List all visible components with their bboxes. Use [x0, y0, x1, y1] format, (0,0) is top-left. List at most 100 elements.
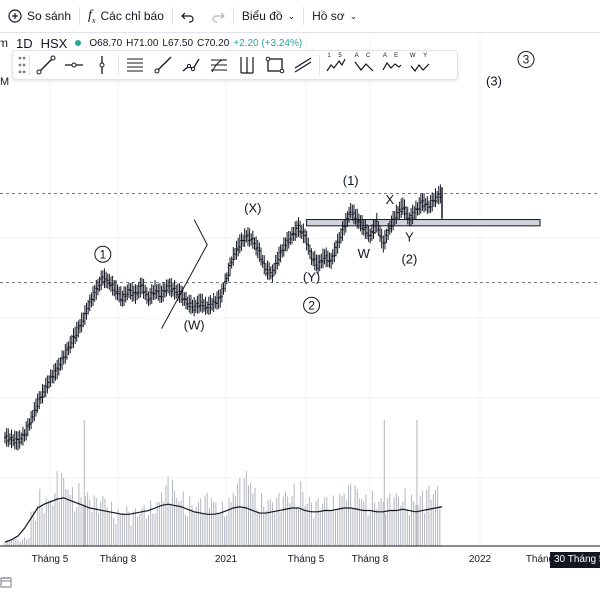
wave-label: 2 [308, 298, 315, 312]
time-axis-label: Tháng [526, 554, 554, 565]
wave-label-circle [94, 245, 112, 263]
horizontal-ray-tool[interactable] [60, 52, 88, 78]
high-value: H71.00 [126, 37, 159, 49]
elliott-labels: 1 (W) (X) (Y) 2 (1) W X Y (2) (3) 3 [94, 51, 535, 333]
interval-label[interactable]: 1D [16, 35, 33, 51]
indicators-button[interactable]: fx Các chỉ báo [80, 0, 172, 32]
chevron-down-icon: ⌄ [349, 10, 358, 21]
polyline-tool[interactable] [177, 52, 205, 78]
wave-label: (W) [184, 318, 205, 333]
elliott-triangle-tool[interactable]: A E [378, 52, 406, 78]
regression-tool[interactable] [289, 52, 317, 78]
wave-label: (Y) [303, 269, 320, 284]
elliott-wave-icon [382, 61, 402, 71]
wave-label: (X) [244, 201, 261, 216]
elliott-correction-tool[interactable]: A C [350, 52, 378, 78]
fib-levels-icon [211, 59, 227, 73]
pitchfork-icon [240, 57, 254, 74]
wave-label: (3) [486, 74, 502, 89]
profile-dropdown[interactable]: Hồ sơ ⌄ [304, 0, 365, 32]
time-axis-label: Tháng 8 [352, 554, 389, 565]
horizontal-ray-icon [65, 62, 83, 68]
time-axis-label: Tháng 5 [32, 554, 69, 565]
compare-button[interactable]: So sánh [0, 0, 79, 32]
triangle-pattern [161, 219, 208, 329]
chart-grid [0, 34, 600, 546]
wave-label-circle [303, 296, 321, 314]
interval-prefix: m [0, 36, 8, 50]
elliott-double-tool[interactable]: W Y [406, 52, 434, 78]
toolbar-divider [319, 55, 320, 75]
fib-levels-tool[interactable] [205, 52, 233, 78]
undo-icon [181, 12, 194, 23]
time-axis-label: Tháng 8 [100, 554, 137, 565]
wave-label: (2) [401, 252, 417, 267]
polyline-icon [182, 58, 200, 72]
wave-label: Y [405, 230, 414, 245]
compare-label: So sánh [27, 9, 72, 23]
elliott-triangle-label: A E [382, 53, 402, 59]
undo-button[interactable] [173, 0, 203, 32]
symbol-legend: m 1D HSX O68.70 H71.00 L67.50 C70.20 +2.… [0, 34, 600, 52]
chevron-down-icon: ⌄ [287, 10, 296, 21]
elliott-wave-icon [410, 63, 430, 73]
calendar-icon[interactable] [0, 576, 12, 591]
wave-label: 3 [523, 53, 530, 67]
elliott-correction-label: A C [354, 53, 374, 59]
chart-type-label: Biểu đồ [241, 9, 283, 23]
elliott-wave-icon [354, 61, 374, 72]
elliott-double-label: W Y [409, 53, 431, 59]
volume-bars [0, 420, 600, 547]
top-toolbar: So sánh fx Các chỉ báo Biểu đồ ⌄ Hồ sơ ⌄ [0, 0, 600, 33]
open-value: O68.70 [89, 37, 123, 49]
wave-label: 1 [99, 247, 106, 261]
toolbar-divider [303, 7, 305, 25]
indicators-label: Các chỉ báo [100, 9, 164, 23]
ray-tool[interactable] [149, 52, 177, 78]
time-axis-label: 2021 [215, 554, 238, 565]
toolbar-divider [171, 7, 173, 25]
rectangle-icon [265, 56, 285, 74]
close-value: C70.20 [197, 37, 230, 49]
elliott-impulse-tool[interactable]: 1 5 [322, 52, 350, 78]
redo-button[interactable] [203, 0, 233, 32]
vertical-line-icon [99, 56, 105, 74]
price-candles [4, 184, 443, 451]
dashed-levels [0, 193, 600, 283]
trend-line-icon [36, 55, 56, 75]
low-value: L67.50 [162, 37, 194, 49]
rectangle-tool[interactable] [261, 52, 289, 78]
profile-label: Hồ sơ [312, 9, 345, 23]
grip-icon [18, 56, 26, 74]
elliott-wave-icon [326, 58, 346, 72]
resistance-zone [306, 219, 541, 227]
exchange-label[interactable]: HSX [40, 35, 68, 51]
time-axis-label: Tháng 5 [288, 554, 325, 565]
drag-handle[interactable] [17, 52, 27, 78]
time-crosshair-badge: 30 Tháng 5 [550, 552, 600, 568]
drawing-toolbar: 1 5 A C A E W Y [12, 50, 458, 80]
vertical-line-tool[interactable] [88, 52, 116, 78]
ray-icon [154, 56, 172, 74]
elliott-impulse-label: 1 5 [327, 53, 345, 59]
regression-icon [294, 57, 312, 73]
toolbar-divider [29, 55, 30, 75]
wave-label: (1) [343, 173, 359, 188]
parallel-channel-tool[interactable] [121, 52, 149, 78]
parallel-channel-icon [127, 58, 143, 72]
market-status-dot [75, 40, 82, 46]
volume-ma-line [4, 497, 443, 543]
fx-icon: fx [88, 7, 96, 25]
ohlc-values: O68.70 H71.00 L67.50 C70.20 +2.20 (+3.24… [89, 38, 302, 49]
change-value: +2.20 (+3.24%) [233, 37, 303, 49]
wave-label-circle [517, 51, 535, 69]
redo-icon [212, 12, 225, 23]
toolbar-divider [79, 7, 81, 25]
chart-type-dropdown[interactable]: Biểu đồ ⌄ [234, 0, 303, 32]
trend-line-tool[interactable] [32, 52, 60, 78]
toolbar-divider [118, 55, 119, 75]
pitchfork-tool[interactable] [233, 52, 261, 78]
wave-label: W [358, 246, 371, 261]
time-axis-label: 2022 [469, 554, 492, 565]
